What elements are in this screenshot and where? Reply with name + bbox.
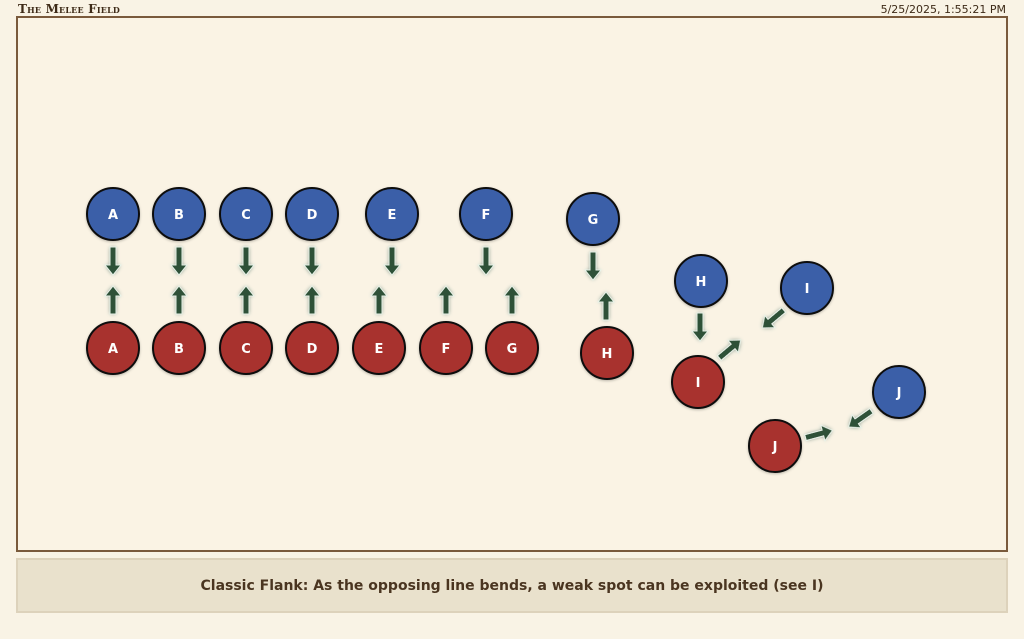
red-unit-circle (219, 321, 273, 375)
red-unit-b[interactable]: B (152, 321, 206, 375)
blue-unit-h[interactable]: H (674, 254, 728, 308)
blue-unit-circle (459, 187, 513, 241)
red-unit-label: F (442, 342, 451, 357)
red-unit-circle (671, 355, 725, 409)
attack-arrow-icon (236, 246, 256, 276)
blue-unit-i[interactable]: I (780, 261, 834, 315)
blue-unit-e[interactable]: E (365, 187, 419, 241)
attack-arrow-icon (302, 246, 322, 276)
red-unit-circle (152, 321, 206, 375)
attack-arrow-icon (761, 306, 787, 329)
blue-unit-label: B (174, 208, 184, 223)
red-unit-circle (485, 321, 539, 375)
attack-arrow-icon (302, 285, 322, 315)
blue-unit-label: D (307, 208, 318, 223)
attack-arrow-icon (103, 285, 123, 315)
red-unit-label: B (174, 342, 184, 357)
red-unit-d[interactable]: D (285, 321, 339, 375)
blue-unit-circle (365, 187, 419, 241)
red-unit-circle (352, 321, 406, 375)
blue-unit-circle (86, 187, 140, 241)
red-unit-label: A (108, 342, 118, 357)
red-unit-label: J (772, 440, 778, 455)
blue-unit-circle (152, 187, 206, 241)
blue-unit-circle (566, 192, 620, 246)
red-unit-f[interactable]: F (419, 321, 473, 375)
arrows-layer (103, 246, 874, 442)
red-unit-j[interactable]: J (748, 419, 802, 473)
red-unit-a[interactable]: A (86, 321, 140, 375)
red-unit-circle (285, 321, 339, 375)
red-unit-g[interactable]: G (485, 321, 539, 375)
blue-unit-label: E (388, 208, 397, 223)
red-unit-h[interactable]: H (580, 326, 634, 380)
red-unit-circle (86, 321, 140, 375)
attack-arrow-icon (382, 246, 402, 276)
blue-unit-b[interactable]: B (152, 187, 206, 241)
red-unit-circle (419, 321, 473, 375)
red-unit-i[interactable]: I (671, 355, 725, 409)
blue-unit-label: G (588, 213, 599, 228)
red-unit-c[interactable]: C (219, 321, 273, 375)
attack-arrow-icon (369, 285, 389, 315)
attack-arrow-icon (596, 291, 616, 321)
red-unit-label: C (241, 342, 251, 357)
blue-unit-circle (285, 187, 339, 241)
blue-unit-label: I (805, 282, 810, 297)
melee-field: A B C D E F G H I J A B C D E F G H I J (16, 16, 1008, 552)
attack-arrow-icon (804, 424, 834, 442)
blue-unit-label: H (696, 275, 707, 290)
red-unit-label: E (375, 342, 384, 357)
attack-arrow-icon (847, 407, 874, 429)
attack-arrow-icon (236, 285, 256, 315)
attack-arrow-icon (169, 246, 189, 276)
caption-bar: Classic Flank: As the opposing line bend… (16, 558, 1008, 613)
blue-unit-circle (674, 254, 728, 308)
red-unit-label: H (602, 347, 613, 362)
field-title: The Melee Field (18, 2, 121, 16)
battle-diagram: A B C D E F G H I J A B C D E F G H I J (86, 187, 926, 473)
red-unit-circle (748, 419, 802, 473)
attack-arrow-icon (436, 285, 456, 315)
attack-arrow-icon (716, 339, 742, 362)
blue-unit-f[interactable]: F (459, 187, 513, 241)
blue-unit-circle (872, 365, 926, 419)
blue-unit-label: J (896, 386, 902, 401)
attack-arrow-icon (502, 285, 522, 315)
red-unit-circle (580, 326, 634, 380)
blue-unit-c[interactable]: C (219, 187, 273, 241)
attack-arrow-icon (690, 312, 710, 342)
blue-unit-label: C (241, 208, 251, 223)
blue-unit-circle (780, 261, 834, 315)
timestamp: 5/25/2025, 1:55:21 PM (880, 3, 1006, 16)
attack-arrow-icon (583, 251, 603, 281)
blue-unit-j[interactable]: J (872, 365, 926, 419)
attack-arrow-icon (169, 285, 189, 315)
blue-unit-label: A (108, 208, 118, 223)
red-unit-label: I (696, 376, 701, 391)
blue-unit-circle (219, 187, 273, 241)
red-unit-e[interactable]: E (352, 321, 406, 375)
blue-unit-a[interactable]: A (86, 187, 140, 241)
caption-text: Classic Flank: As the opposing line bend… (200, 577, 824, 594)
blue-unit-d[interactable]: D (285, 187, 339, 241)
red-unit-label: G (507, 342, 518, 357)
attack-arrow-icon (476, 246, 496, 276)
units-layer: A B C D E F G H I J A B C D E F G H I J (86, 187, 926, 473)
blue-unit-label: F (482, 208, 491, 223)
blue-unit-g[interactable]: G (566, 192, 620, 246)
attack-arrow-icon (103, 246, 123, 276)
red-unit-label: D (307, 342, 318, 357)
